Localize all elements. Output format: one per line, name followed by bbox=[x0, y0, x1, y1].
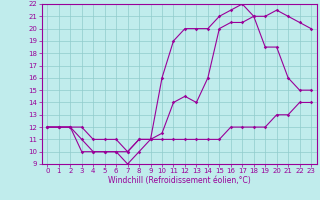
X-axis label: Windchill (Refroidissement éolien,°C): Windchill (Refroidissement éolien,°C) bbox=[108, 176, 251, 185]
